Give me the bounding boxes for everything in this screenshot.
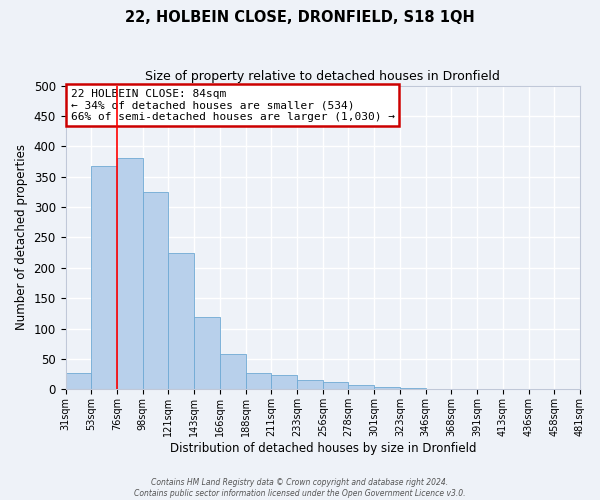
Y-axis label: Number of detached properties: Number of detached properties [15,144,28,330]
Bar [143,192,169,390]
Bar [349,385,374,390]
Bar [374,387,400,390]
Bar [271,376,297,390]
Bar [400,388,425,390]
Bar [554,389,580,390]
Bar [425,389,451,390]
Bar [91,166,117,390]
Bar [323,382,349,390]
Bar [220,354,245,390]
Bar [169,252,194,390]
Bar [65,373,91,390]
Text: 22 HOLBEIN CLOSE: 84sqm
← 34% of detached houses are smaller (534)
66% of semi-d: 22 HOLBEIN CLOSE: 84sqm ← 34% of detache… [71,88,395,122]
Text: Contains HM Land Registry data © Crown copyright and database right 2024.
Contai: Contains HM Land Registry data © Crown c… [134,478,466,498]
Bar [194,316,220,390]
Bar [297,380,323,390]
Bar [477,389,503,390]
Title: Size of property relative to detached houses in Dronfield: Size of property relative to detached ho… [145,70,500,83]
Bar [117,158,143,390]
Bar [451,389,477,390]
Text: 22, HOLBEIN CLOSE, DRONFIELD, S18 1QH: 22, HOLBEIN CLOSE, DRONFIELD, S18 1QH [125,10,475,25]
X-axis label: Distribution of detached houses by size in Dronfield: Distribution of detached houses by size … [170,442,476,455]
Bar [245,373,271,390]
